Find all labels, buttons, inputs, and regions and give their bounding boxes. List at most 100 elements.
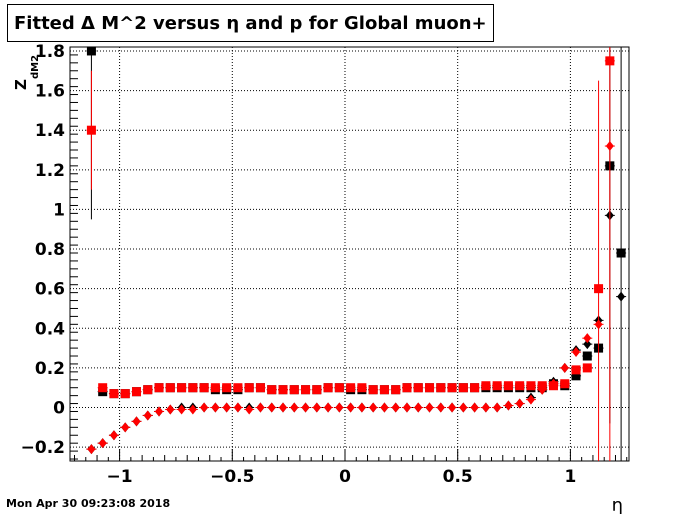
- data-point-diamond: [188, 404, 197, 415]
- data-point-square: [447, 383, 457, 393]
- data-point-diamond: [470, 402, 479, 413]
- y-tick-label: 1.6: [35, 82, 65, 102]
- data-point-square: [255, 383, 265, 393]
- data-point-diamond: [290, 402, 299, 413]
- y-tick-label: 0.6: [35, 280, 65, 300]
- data-point-diamond: [560, 362, 569, 373]
- data-point-diamond: [256, 402, 265, 413]
- data-point-square: [267, 385, 277, 395]
- data-point-diamond: [121, 422, 130, 433]
- data-point-square: [413, 383, 423, 393]
- data-point-square: [278, 385, 288, 395]
- data-point-diamond: [155, 406, 164, 417]
- data-point-diamond: [526, 394, 535, 405]
- x-tick-label: −0.5: [210, 467, 254, 487]
- data-point-square: [560, 379, 570, 389]
- data-point-diamond: [132, 416, 141, 427]
- data-point-square: [86, 46, 96, 56]
- y-tick-label: 1.2: [35, 161, 65, 181]
- data-point-diamond: [380, 402, 389, 413]
- y-axis-label: Z: [12, 79, 30, 90]
- data-point-square: [582, 351, 592, 361]
- x-axis-label: η: [612, 495, 623, 514]
- data-point-diamond: [594, 319, 603, 330]
- data-point-square: [571, 365, 581, 375]
- x-tick-label: 0.5: [443, 467, 473, 487]
- data-point-square: [346, 383, 356, 393]
- data-point-diamond: [504, 400, 513, 411]
- data-point-square: [143, 385, 153, 395]
- y-tick-label: 0: [53, 399, 65, 419]
- data-point-diamond: [357, 402, 366, 413]
- data-point-square: [379, 385, 389, 395]
- data-point-square: [222, 383, 232, 393]
- data-point-square: [120, 389, 130, 399]
- data-point-diamond: [324, 402, 333, 413]
- data-point-diamond: [98, 438, 107, 449]
- y-tick-label: 1.8: [35, 42, 65, 62]
- data-point-diamond: [211, 402, 220, 413]
- data-point-square: [391, 385, 401, 395]
- data-point-square: [210, 383, 220, 393]
- data-point-square: [515, 381, 525, 391]
- data-point-diamond: [425, 402, 434, 413]
- data-point-square: [503, 381, 513, 391]
- y-tick-label: 0.8: [35, 240, 65, 260]
- data-point-square: [177, 383, 187, 393]
- y-tick-label: 1: [53, 200, 65, 220]
- data-point-square: [357, 383, 367, 393]
- data-point-square: [368, 385, 378, 395]
- data-point-diamond: [583, 333, 592, 344]
- data-point-diamond: [87, 444, 96, 455]
- data-point-diamond: [481, 402, 490, 413]
- data-point-square: [301, 385, 311, 395]
- data-point-diamond: [245, 404, 254, 415]
- x-tick-label: 0: [339, 467, 351, 487]
- data-point-square: [458, 383, 468, 393]
- data-point-square: [86, 125, 96, 135]
- chart-title: Fitted Δ M^2 versus η and p for Global m…: [7, 4, 494, 42]
- data-point-diamond: [369, 402, 378, 413]
- data-point-diamond: [335, 402, 344, 413]
- y-tick-label: −0.2: [21, 438, 65, 458]
- data-point-diamond: [200, 402, 209, 413]
- data-point-diamond: [572, 347, 581, 358]
- data-point-diamond: [583, 339, 592, 350]
- data-point-square: [289, 385, 299, 395]
- data-point-diamond: [109, 430, 118, 441]
- data-point-square: [154, 383, 164, 393]
- grid: [70, 47, 629, 461]
- data-point-diamond: [549, 378, 558, 389]
- plot-frame: [69, 46, 630, 462]
- data-point-diamond: [605, 141, 614, 152]
- data-point-diamond: [346, 402, 355, 413]
- data-point-square: [199, 383, 209, 393]
- data-point-diamond: [301, 402, 310, 413]
- data-point-diamond: [177, 404, 186, 415]
- data-point-square: [312, 385, 322, 395]
- data-point-square: [402, 383, 412, 393]
- data-point-square: [582, 363, 592, 373]
- data-point-square: [334, 383, 344, 393]
- data-point-diamond: [493, 402, 502, 413]
- data-point-square: [594, 284, 604, 294]
- data-point-square: [526, 381, 536, 391]
- data-point-square: [616, 248, 626, 258]
- x-tick-label: −1: [107, 467, 133, 487]
- data-point-diamond: [414, 402, 423, 413]
- data-point-square: [470, 383, 480, 393]
- data-point-diamond: [515, 398, 524, 409]
- data-point-square: [571, 371, 581, 381]
- data-point-square: [188, 383, 198, 393]
- data-point-square: [165, 383, 175, 393]
- data-point-diamond: [143, 410, 152, 421]
- data-point-diamond: [538, 384, 547, 395]
- data-point-diamond: [391, 402, 400, 413]
- data-point-diamond: [617, 291, 626, 302]
- data-point-diamond: [436, 402, 445, 413]
- data-point-square: [605, 56, 615, 66]
- data-point-diamond: [448, 402, 457, 413]
- data-point-square: [98, 383, 108, 393]
- axes: −1 −0.5 0 0.5 1 −0.2 0 0.2 0.4 0.6 0.8 1 1.2 1.4 1.6 1.…: [21, 42, 628, 487]
- y-axis-label-sub: dM2: [30, 55, 41, 79]
